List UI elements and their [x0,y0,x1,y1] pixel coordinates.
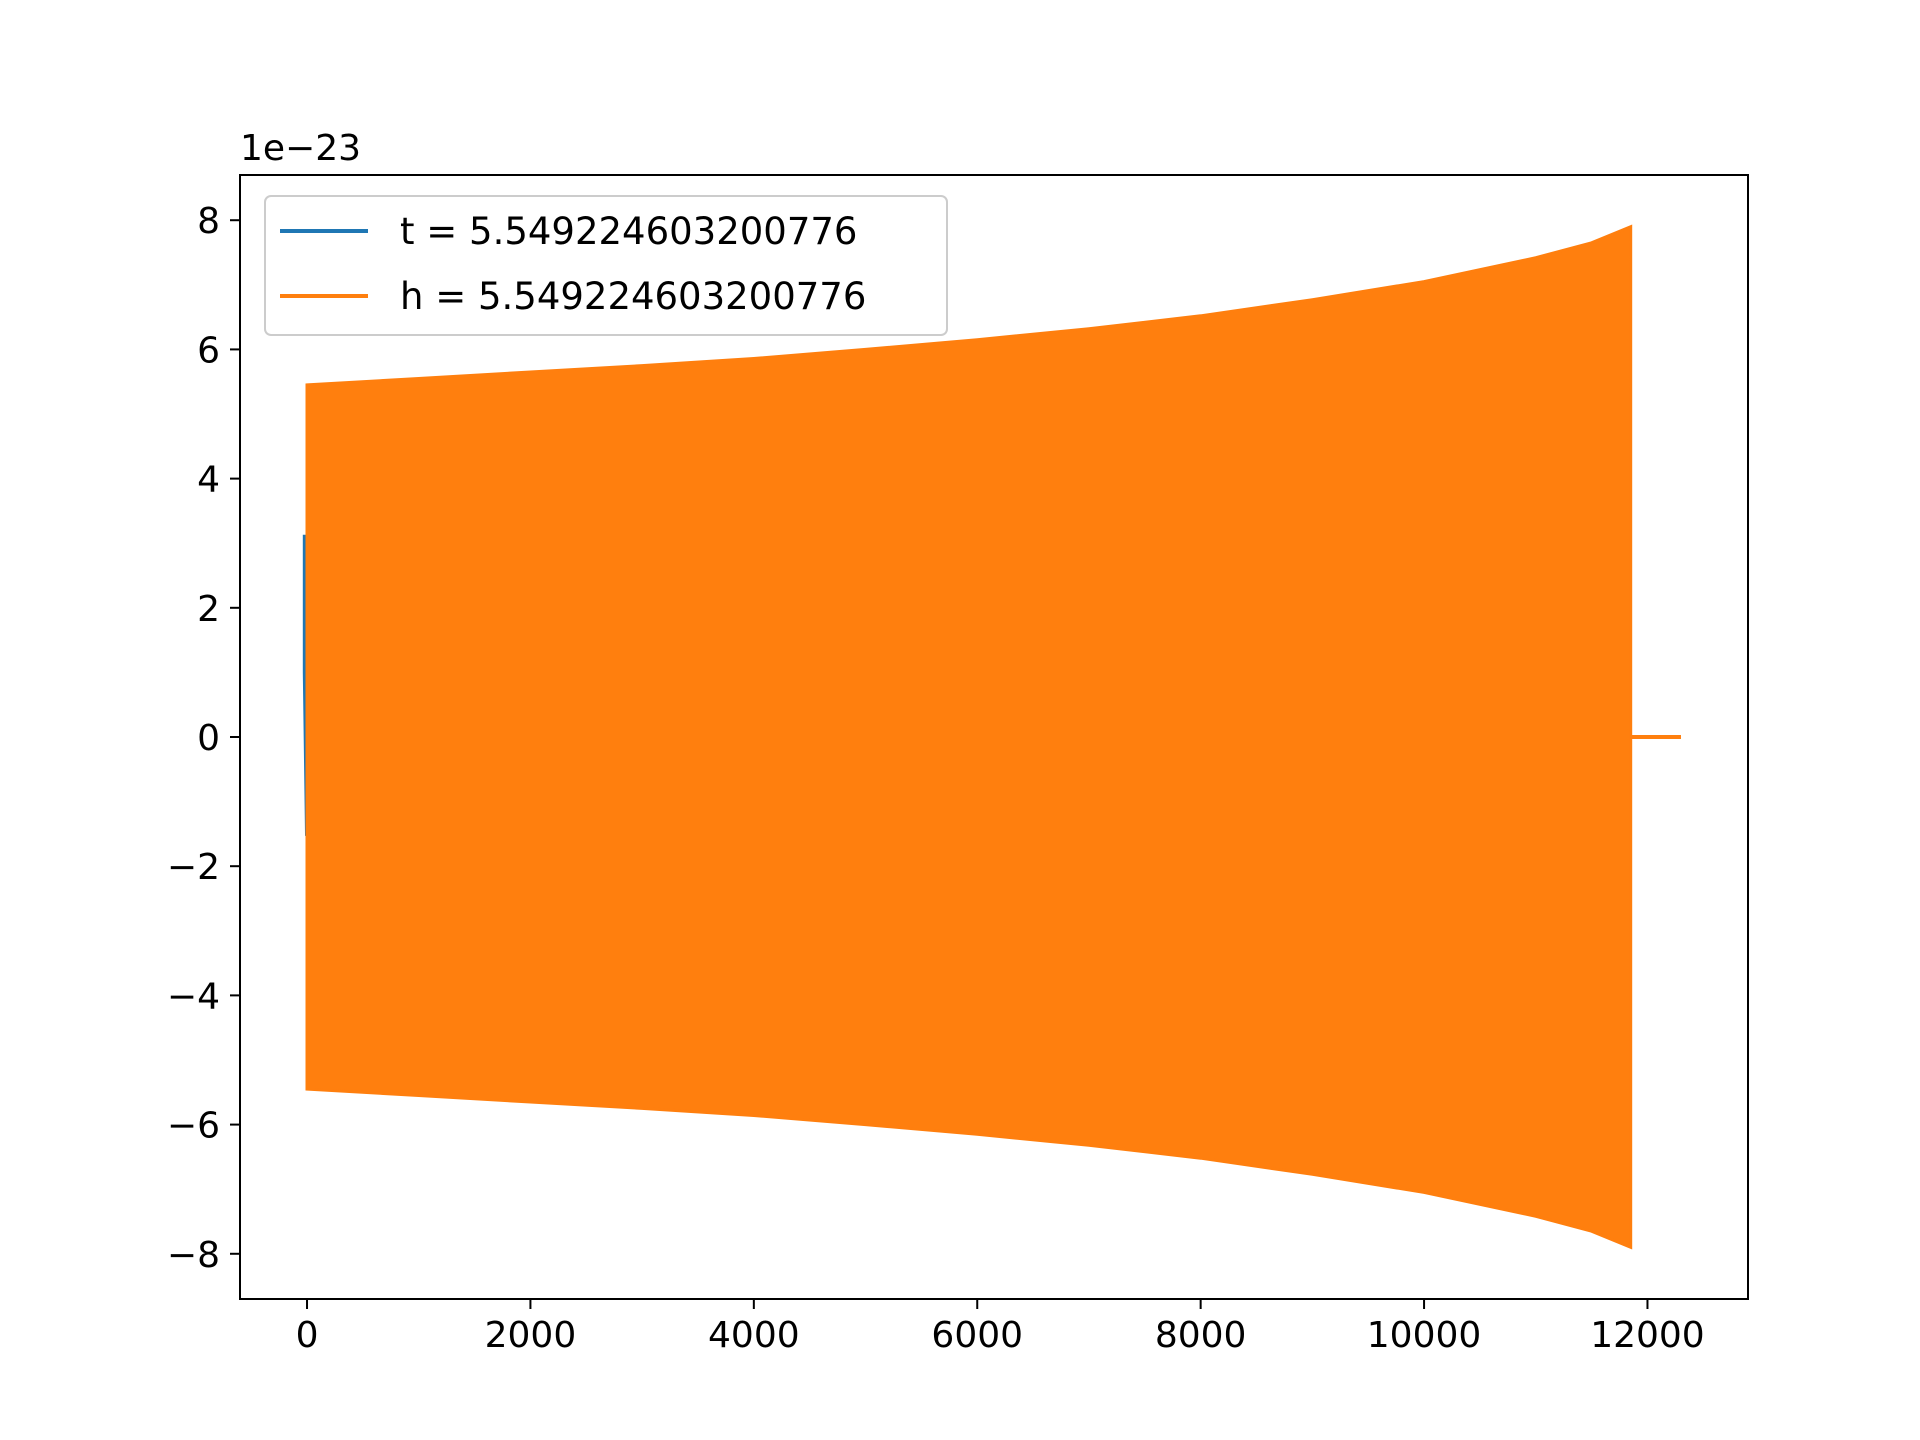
y-offset-label: 1e−23 [240,128,361,169]
y-tick-label: 2 [197,589,220,630]
legend-box [264,195,948,336]
y-axis: −8 −6 −4 −2 0 2 4 6 8 [167,201,240,1276]
x-tick-label: 4000 [708,1315,800,1356]
series-group [302,224,1681,1250]
y-tick-label: 6 [197,330,220,371]
y-tick-label: −2 [167,847,220,888]
x-axis: 0 2000 4000 6000 8000 10000 12000 [296,1299,1705,1356]
x-tick-label: 0 [296,1315,319,1356]
legend: t = 5.549224603200776 h = 5.5492246032007… [264,195,948,336]
y-tick-label: 8 [197,201,220,242]
y-tick-label: −8 [167,1235,220,1276]
plot-area [302,224,1681,1250]
y-tick-label: −4 [167,976,220,1017]
x-tick-label: 10000 [1367,1315,1482,1356]
x-tick-label: 6000 [931,1315,1023,1356]
series-h-waveform [305,224,1633,1250]
x-tick-label: 12000 [1590,1315,1705,1356]
legend-label-t: t = 5.549224603200776 [400,210,857,253]
y-tick-label: 4 [197,460,220,501]
legend-label-h: h = 5.549224603200776 [400,275,866,318]
y-tick-label: −6 [167,1106,220,1147]
x-tick-label: 2000 [485,1315,577,1356]
y-tick-label: 0 [197,718,220,759]
x-tick-label: 8000 [1155,1315,1247,1356]
